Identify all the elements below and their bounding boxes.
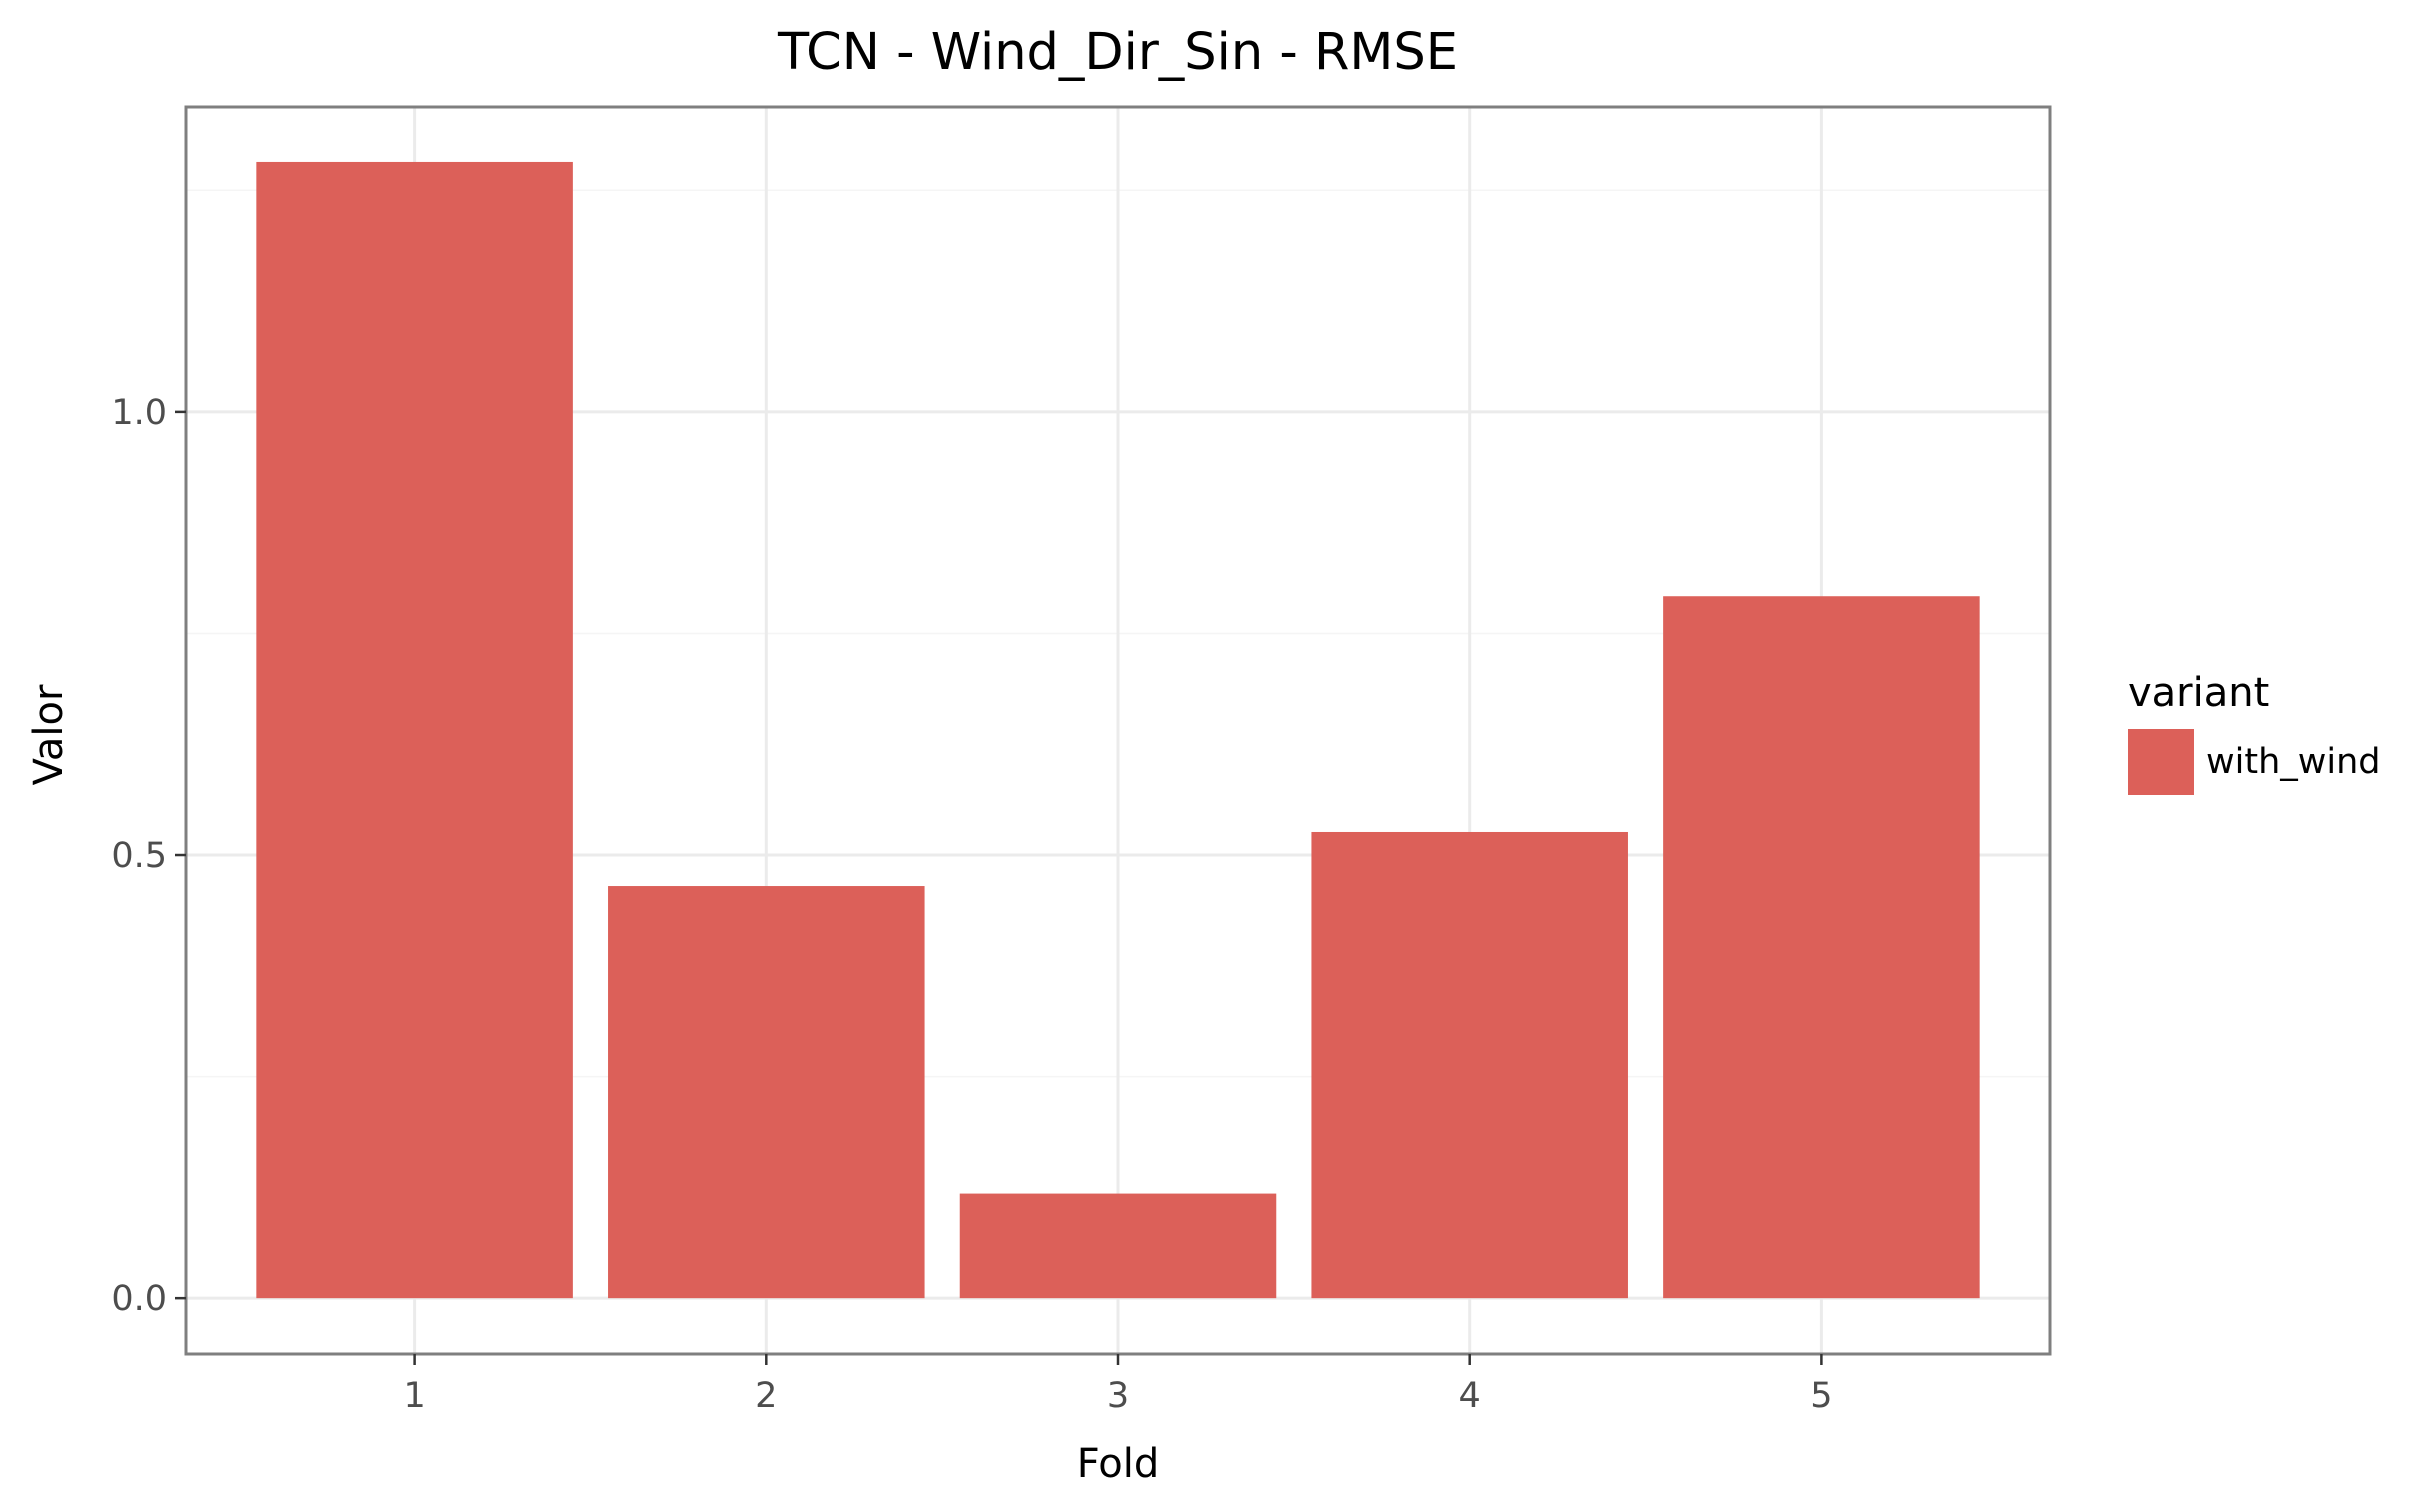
- bar-fold-3: [959, 1193, 1277, 1299]
- x-tick-label-1: 1: [403, 1376, 425, 1416]
- legend-label-with-wind: with_wind: [2206, 742, 2381, 782]
- bar-fold-5: [1663, 596, 1980, 1299]
- legend: variant with_wind: [2128, 670, 2381, 795]
- y-tick-label-1: 0.5: [111, 836, 167, 876]
- legend-title: variant: [2128, 670, 2269, 716]
- y-axis-title: Valor: [26, 684, 72, 785]
- bar-fold-1: [256, 161, 573, 1299]
- y-tick-label-0: 0.0: [111, 1279, 167, 1319]
- bar-fold-4: [1311, 831, 1628, 1299]
- bar-fold-2: [608, 886, 925, 1299]
- x-tick-label-5: 5: [1810, 1376, 1832, 1416]
- chart-title: TCN - Wind_Dir_Sin - RMSE: [777, 23, 1458, 82]
- x-tick-label-4: 4: [1459, 1376, 1481, 1416]
- bars: [256, 161, 1980, 1299]
- legend-key-with-wind: [2128, 729, 2194, 795]
- x-axis: 1 2 3 4 5: [403, 1354, 1833, 1416]
- x-tick-label-2: 2: [755, 1376, 777, 1416]
- x-tick-label-3: 3: [1107, 1376, 1129, 1416]
- x-axis-title: Fold: [1077, 1441, 1160, 1487]
- y-axis: 0.0 0.5 1.0: [111, 393, 186, 1319]
- y-tick-label-2: 1.0: [111, 393, 167, 433]
